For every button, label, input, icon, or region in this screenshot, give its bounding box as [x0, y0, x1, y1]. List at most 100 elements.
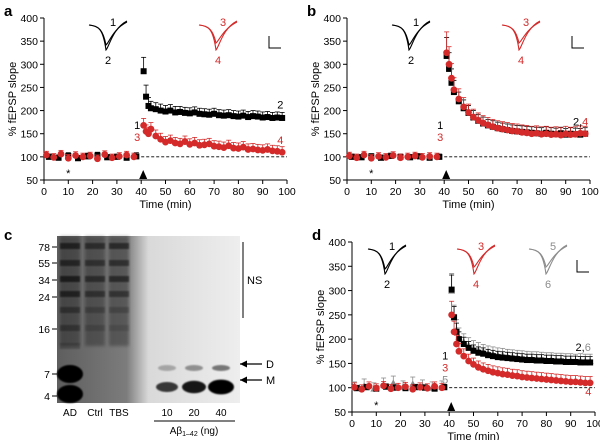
data-point [553, 358, 560, 365]
data-point [220, 112, 227, 119]
data-point [225, 112, 232, 119]
band-arrowhead [240, 360, 247, 368]
data-point [358, 385, 366, 393]
trace-label-3: 3 [220, 17, 226, 29]
data-point [418, 153, 426, 161]
y-tick-label: 50 [26, 175, 38, 187]
x-axis-label: Time (min) [139, 199, 191, 211]
lane-label-TBS: TBS [109, 408, 129, 419]
band-dimer [212, 365, 230, 371]
panel-label-d: d [312, 227, 321, 244]
data-point [57, 150, 65, 158]
lane-band [60, 276, 80, 282]
mw-label-34: 34 [38, 275, 50, 287]
data-point [235, 113, 242, 120]
x-tick-label: 40 [135, 186, 147, 198]
band-label-M: M [266, 375, 275, 387]
series-red [351, 300, 594, 393]
data-point [254, 113, 261, 120]
data-point [562, 358, 569, 365]
x-tick-label: 20 [390, 186, 402, 198]
data-point [75, 155, 82, 162]
y-tick-label: 50 [334, 407, 346, 419]
trace-label-4: 4 [473, 279, 479, 291]
data-point [397, 154, 404, 162]
trace-label-1: 1 [413, 17, 419, 29]
data-point [543, 358, 550, 364]
y-tick-label: 400 [323, 13, 341, 25]
x-tick-label: 40 [438, 186, 450, 198]
x-tick-label: 0 [41, 186, 47, 198]
data-point [572, 358, 579, 365]
data-point [448, 74, 455, 82]
data-point [94, 155, 101, 163]
lane-label-20: 20 [188, 408, 200, 419]
lane-band [60, 325, 80, 331]
x-tick-label: 50 [468, 418, 480, 430]
band-dimer [185, 365, 203, 371]
panel-label-b: b [307, 3, 316, 20]
inset-1-trace-2 [88, 21, 128, 46]
data-point [79, 153, 87, 161]
data-point [470, 347, 477, 354]
data-point [587, 359, 594, 366]
data-point [186, 110, 193, 117]
data-point [448, 79, 455, 86]
band-dimer [158, 365, 176, 371]
y-axis-label: % fEPSP slope [310, 62, 322, 136]
data-point [431, 382, 439, 390]
band-label-D: D [266, 359, 274, 371]
scale-bar [268, 36, 281, 49]
x-tick-label: 80 [233, 186, 245, 198]
data-point [346, 152, 353, 160]
data-point [64, 154, 72, 162]
lane-band [109, 243, 129, 249]
data-point [494, 354, 501, 361]
data-point [460, 103, 468, 111]
data-point [269, 114, 276, 121]
y-tick-label: 100 [328, 383, 346, 395]
data-point [433, 153, 441, 161]
data-point [445, 60, 453, 68]
x-tick-label: 30 [111, 186, 123, 198]
data-point [201, 111, 208, 118]
data-point [394, 384, 402, 392]
lane-label-AD: AD [63, 408, 77, 419]
lane-band [60, 307, 80, 313]
x-tick-label: 50 [160, 186, 172, 198]
x-tick-label: 40 [443, 418, 455, 430]
data-point [404, 153, 412, 161]
y-tick-label: 300 [328, 286, 346, 298]
lane-band [85, 291, 105, 297]
band-ad-4kda [57, 385, 83, 403]
pre-label-3: 3 [437, 132, 443, 144]
data-point [581, 379, 589, 387]
data-point [206, 111, 213, 118]
data-point [586, 379, 594, 387]
data-point [230, 113, 237, 120]
y-tick-label: 150 [328, 358, 346, 370]
mw-label-55: 55 [38, 258, 50, 270]
data-point [365, 382, 373, 390]
data-point [448, 311, 456, 319]
data-point [455, 95, 463, 103]
data-point [152, 106, 159, 113]
x-tick-label: 100 [581, 186, 599, 198]
data-point [451, 314, 458, 321]
data-point [460, 352, 468, 360]
y-tick-label: 100 [323, 152, 341, 164]
band-monomer [156, 382, 178, 392]
data-point [123, 151, 131, 159]
x-tick-label: 70 [208, 186, 220, 198]
data-point [389, 152, 397, 159]
inset-3-trace-2 [198, 21, 238, 44]
lane-label-10: 10 [161, 408, 173, 419]
lane-band [85, 260, 105, 266]
y-axis-label: % fEPSP slope [7, 62, 19, 136]
data-point [104, 154, 111, 161]
data-point [557, 358, 564, 365]
stimulus-marker [139, 170, 148, 179]
x-tick-label: 20 [87, 186, 99, 198]
trace-label-1: 1 [389, 241, 395, 253]
data-point [443, 49, 451, 57]
